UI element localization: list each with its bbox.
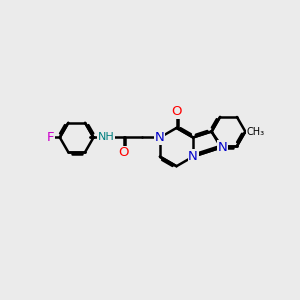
Text: F: F [47,131,54,144]
Text: O: O [171,105,182,118]
Text: NH: NH [98,133,115,142]
Text: N: N [188,150,198,163]
Text: N: N [155,131,165,144]
Text: N: N [218,141,227,154]
Text: O: O [118,146,129,159]
Text: CH₃: CH₃ [247,127,265,136]
